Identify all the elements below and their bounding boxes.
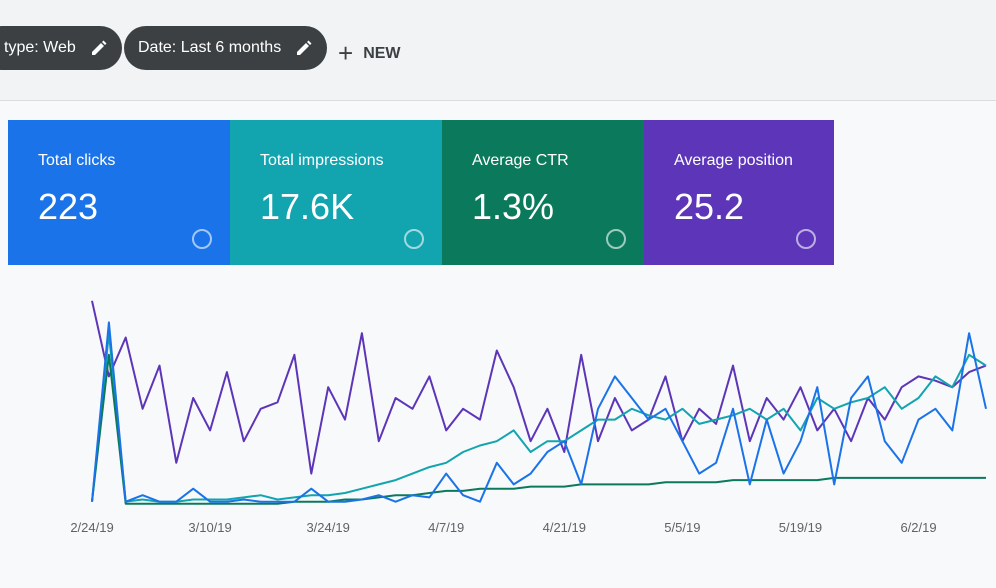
x-tick-label: 2/24/19 — [70, 520, 113, 535]
metric-card[interactable]: Total clicks 223 — [8, 120, 230, 265]
help-icon — [796, 229, 816, 249]
help-icon — [606, 229, 626, 249]
series-line — [91, 321, 987, 503]
x-tick-label: 4/7/19 — [428, 520, 464, 535]
plus-icon: + — [338, 38, 354, 68]
x-tick-label: 6/2/19 — [900, 520, 936, 535]
series-line — [91, 332, 987, 503]
x-tick-label: 5/5/19 — [664, 520, 700, 535]
metric-card[interactable]: Total impressions 17.6K — [230, 120, 442, 265]
edit-icon — [91, 40, 107, 55]
metric-value: 17.6K — [260, 186, 355, 227]
metric-card[interactable]: Average position 25.2 — [644, 120, 834, 265]
x-tick-label: 4/21/19 — [543, 520, 586, 535]
help-icon — [192, 229, 212, 249]
chip-label: type: Web — [4, 39, 76, 56]
x-tick-label: 3/24/19 — [306, 520, 349, 535]
metric-label: Total clicks — [38, 152, 116, 169]
toolbar: type: Web Date: Last 6 months + NEW — [0, 0, 996, 101]
x-tick-label: 5/19/19 — [779, 520, 822, 535]
chart: 2/24/19 3/10/19 3/24/19 4/7/19 4/21/19 5/5/19… — [70, 300, 987, 535]
metric-label: Average CTR — [472, 152, 569, 169]
edit-icon — [297, 40, 312, 55]
series-line — [91, 300, 987, 475]
x-tick-label: 3/10/19 — [188, 520, 231, 535]
filter-chip[interactable]: Date: Last 6 months — [124, 26, 328, 70]
series-line — [91, 353, 986, 505]
filter-chip[interactable]: type: Web — [0, 26, 122, 70]
chip-label: Date: Last 6 months — [138, 39, 282, 56]
metric-card[interactable]: Average CTR 1.3% — [442, 120, 644, 265]
metric-label: Average position — [674, 152, 793, 169]
metric-value: 223 — [38, 186, 99, 227]
metric-value: 25.2 — [674, 186, 745, 227]
new-label: NEW — [363, 45, 401, 62]
metric-value: 1.3% — [472, 186, 555, 227]
new-button[interactable]: + NEW — [338, 38, 401, 69]
help-icon — [404, 229, 424, 249]
metric-label: Total impressions — [260, 152, 384, 169]
